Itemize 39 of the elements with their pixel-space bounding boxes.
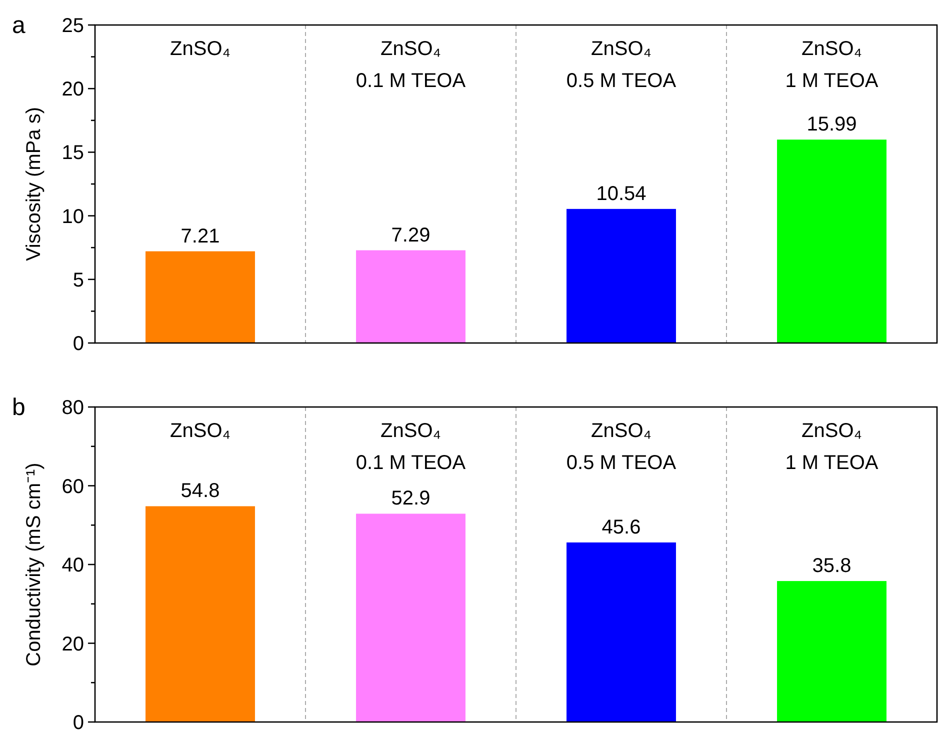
data-label: 7.21 xyxy=(180,225,220,248)
y-tick-label: 80 xyxy=(62,397,84,419)
y-tick-label: 60 xyxy=(62,476,84,498)
bar xyxy=(146,251,255,343)
x-tick-label: ZnSO₄ xyxy=(170,38,230,60)
bar xyxy=(566,208,676,343)
y-tick-label: 20 xyxy=(62,78,84,101)
chart-title: a xyxy=(12,12,26,39)
x-tick-label: ZnSO₄ 1 M TEOA xyxy=(785,38,879,92)
data-label: 54.8 xyxy=(180,480,220,502)
bar xyxy=(566,542,676,722)
y-tick-label: 20 xyxy=(62,633,84,656)
y-axis-title: Viscosity (mPa s) xyxy=(23,106,45,262)
data-label: 35.8 xyxy=(812,555,852,578)
bar xyxy=(356,250,466,343)
x-tick-label: ZnSO₄ 0.5 M TEOA xyxy=(566,420,677,474)
x-tick-label: ZnSO₄ 0.1 M TEOA xyxy=(356,420,466,474)
chart-title: b xyxy=(12,394,26,421)
y-tick-label: 15 xyxy=(62,142,84,164)
data-label: 7.29 xyxy=(391,224,430,246)
y-tick-label: 10 xyxy=(62,206,84,228)
data-label: 52.9 xyxy=(391,488,430,510)
y-tick-label: 40 xyxy=(62,554,84,576)
bar xyxy=(146,506,255,722)
y-tick-label: 0 xyxy=(72,712,84,731)
y-axis-title: Conductivity (mS cm⁻¹) xyxy=(23,462,45,666)
x-tick-label: ZnSO₄ 0.1 M TEOA xyxy=(356,38,466,92)
data-label: 10.54 xyxy=(596,182,646,205)
y-tick-label: 0 xyxy=(72,333,84,355)
data-label: 15.99 xyxy=(806,114,857,136)
data-label: 45.6 xyxy=(602,516,641,538)
y-tick-label: 25 xyxy=(62,15,84,37)
bar xyxy=(777,140,886,343)
x-tick-label: ZnSO₄ 0.5 M TEOA xyxy=(566,38,677,92)
y-tick-label: 5 xyxy=(72,269,84,292)
bar xyxy=(777,581,886,722)
x-tick-label: ZnSO₄ xyxy=(170,420,230,442)
x-tick-label: ZnSO₄ 1 M TEOA xyxy=(785,420,879,474)
bar xyxy=(356,514,466,722)
